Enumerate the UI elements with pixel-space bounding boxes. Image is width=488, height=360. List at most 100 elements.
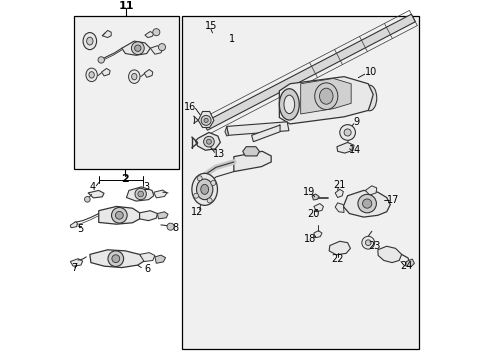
Text: 5: 5 [77, 224, 83, 234]
Circle shape [206, 139, 211, 144]
Text: 17: 17 [386, 195, 399, 205]
Text: 8: 8 [172, 223, 178, 233]
Circle shape [344, 129, 350, 136]
Circle shape [131, 42, 144, 55]
Polygon shape [377, 246, 401, 262]
Circle shape [207, 198, 212, 203]
Ellipse shape [362, 85, 376, 111]
Ellipse shape [128, 70, 140, 84]
Circle shape [111, 207, 127, 223]
Circle shape [152, 29, 160, 36]
Polygon shape [334, 189, 343, 198]
Polygon shape [279, 77, 372, 124]
Text: 14: 14 [348, 145, 361, 155]
Polygon shape [157, 212, 168, 219]
Polygon shape [102, 31, 111, 37]
Polygon shape [226, 122, 288, 135]
Text: 2: 2 [121, 174, 129, 184]
Text: 15: 15 [204, 21, 217, 31]
Circle shape [201, 116, 211, 125]
Polygon shape [90, 250, 144, 267]
Polygon shape [343, 190, 389, 217]
Polygon shape [311, 194, 319, 200]
Circle shape [115, 211, 123, 219]
Text: 3: 3 [143, 182, 149, 192]
Circle shape [135, 188, 146, 200]
Ellipse shape [196, 179, 212, 200]
Polygon shape [328, 241, 350, 255]
Ellipse shape [191, 174, 217, 205]
Circle shape [362, 199, 371, 208]
Circle shape [203, 136, 214, 147]
Circle shape [138, 191, 143, 197]
Polygon shape [336, 143, 353, 153]
Circle shape [197, 176, 202, 181]
Circle shape [193, 193, 198, 198]
Circle shape [112, 255, 120, 262]
Text: 16: 16 [184, 102, 196, 112]
Bar [182, 16, 418, 348]
Polygon shape [405, 259, 414, 267]
Polygon shape [99, 206, 140, 224]
Ellipse shape [83, 32, 97, 50]
Polygon shape [140, 253, 155, 261]
Polygon shape [70, 259, 82, 266]
Ellipse shape [314, 83, 337, 109]
Polygon shape [242, 147, 259, 156]
Polygon shape [300, 78, 350, 114]
Circle shape [108, 251, 123, 266]
Polygon shape [154, 190, 166, 198]
Ellipse shape [86, 68, 97, 82]
Text: 10: 10 [364, 67, 376, 77]
Text: 20: 20 [306, 208, 319, 219]
Polygon shape [195, 132, 220, 150]
Text: 7: 7 [71, 263, 78, 273]
Polygon shape [334, 203, 344, 212]
Bar [74, 16, 178, 169]
Polygon shape [144, 31, 154, 37]
Circle shape [98, 57, 104, 63]
Polygon shape [251, 125, 280, 142]
Text: 22: 22 [331, 254, 343, 264]
Circle shape [203, 118, 208, 122]
Polygon shape [102, 68, 110, 76]
Circle shape [357, 194, 376, 213]
Text: 11: 11 [118, 1, 134, 11]
Polygon shape [155, 255, 165, 263]
Text: 6: 6 [144, 264, 150, 274]
Ellipse shape [201, 184, 208, 194]
Text: 24: 24 [399, 261, 411, 271]
Polygon shape [198, 112, 213, 127]
Polygon shape [224, 126, 228, 136]
Circle shape [158, 44, 165, 51]
Polygon shape [144, 69, 152, 77]
Polygon shape [150, 46, 163, 54]
Polygon shape [140, 211, 157, 221]
Ellipse shape [319, 88, 332, 104]
Text: 4: 4 [89, 182, 96, 192]
Polygon shape [203, 14, 414, 130]
Ellipse shape [284, 95, 294, 114]
Text: 21: 21 [333, 180, 346, 190]
Circle shape [134, 45, 141, 51]
Text: 23: 23 [367, 241, 380, 251]
Polygon shape [122, 41, 150, 55]
Polygon shape [126, 187, 154, 201]
Ellipse shape [279, 89, 299, 120]
Text: 19: 19 [303, 187, 315, 197]
Text: 13: 13 [212, 149, 224, 159]
Text: 9: 9 [353, 117, 359, 127]
Ellipse shape [89, 72, 94, 78]
Circle shape [84, 197, 90, 202]
Text: 12: 12 [191, 207, 203, 217]
Polygon shape [313, 231, 322, 238]
Circle shape [365, 240, 370, 246]
Circle shape [339, 125, 355, 140]
Polygon shape [233, 151, 271, 172]
Polygon shape [365, 186, 376, 195]
Circle shape [210, 180, 215, 185]
Polygon shape [313, 203, 323, 212]
Polygon shape [88, 190, 104, 198]
Ellipse shape [131, 73, 137, 80]
Text: 1: 1 [228, 34, 235, 44]
